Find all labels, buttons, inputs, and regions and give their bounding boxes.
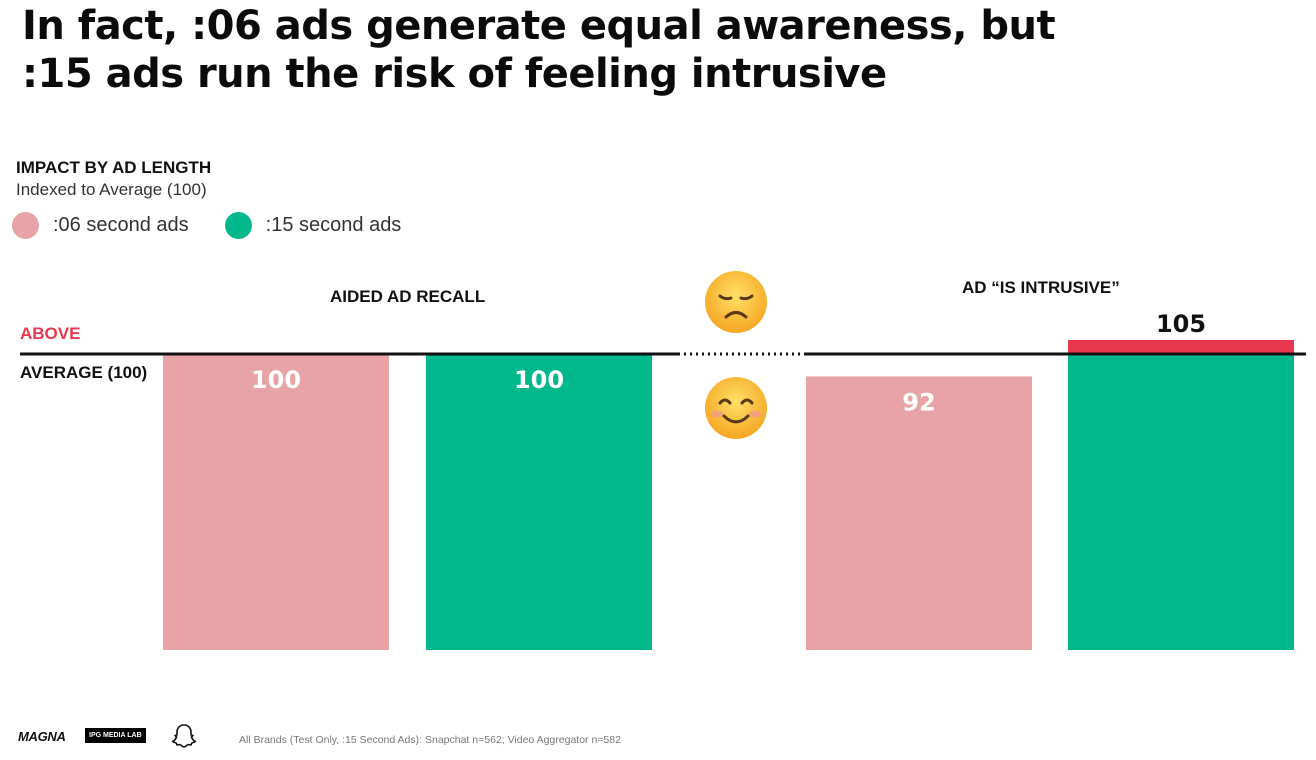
legend-item-15: :15 second ads bbox=[224, 212, 402, 239]
ipg-media-lab-logo: IPG MEDIA LAB bbox=[85, 728, 146, 743]
legend-item-06: :06 second ads bbox=[12, 212, 189, 239]
bar-recall-15 bbox=[426, 354, 652, 650]
headline-line-1: In fact, :06 ads generate equal awarenes… bbox=[22, 3, 1056, 49]
legend-swatch-15 bbox=[224, 212, 252, 239]
snapchat-ghost-icon bbox=[171, 724, 197, 748]
smiling-face-icon bbox=[705, 377, 767, 439]
bar-value-label: 100 bbox=[251, 366, 301, 394]
legend: :06 second ads :15 second ads bbox=[12, 212, 437, 239]
headline-line-2: :15 ads run the risk of feeling intrusiv… bbox=[22, 51, 887, 97]
bar-value-label: 100 bbox=[514, 366, 564, 394]
legend-label-06: :06 second ads bbox=[53, 214, 189, 236]
source-note: All Brands (Test Only, :15 Second Ads): … bbox=[239, 734, 621, 746]
bar-above-average-segment bbox=[1068, 340, 1294, 354]
headline: In fact, :06 ads generate equal awarenes… bbox=[22, 2, 1302, 98]
group-title-recall: AIDED AD RECALL bbox=[330, 287, 486, 306]
chart-subhead: IMPACT BY AD LENGTH Indexed to Average (… bbox=[16, 157, 211, 201]
chart-subtitle: Indexed to Average (100) bbox=[16, 180, 207, 199]
bar-intrusive-06 bbox=[806, 376, 1032, 650]
chart-title: IMPACT BY AD LENGTH bbox=[16, 158, 212, 177]
bar-intrusive-15 bbox=[1068, 354, 1294, 650]
bar-value-label: 92 bbox=[902, 388, 935, 416]
legend-swatch-06 bbox=[12, 212, 39, 239]
bar-value-label: 105 bbox=[1156, 310, 1206, 338]
group-title-intrusive: AD “IS INTRUSIVE” bbox=[962, 278, 1120, 297]
disappointed-face-icon bbox=[705, 271, 767, 333]
bar-recall-06 bbox=[163, 354, 389, 650]
average-label: AVERAGE (100) bbox=[20, 363, 148, 382]
legend-label-15: :15 second ads bbox=[265, 214, 402, 236]
above-label: ABOVE bbox=[20, 324, 81, 343]
footer: MAGNA IPG MEDIA LAB All Brands (Test Onl… bbox=[18, 722, 718, 752]
magna-logo: MAGNA bbox=[18, 729, 66, 744]
